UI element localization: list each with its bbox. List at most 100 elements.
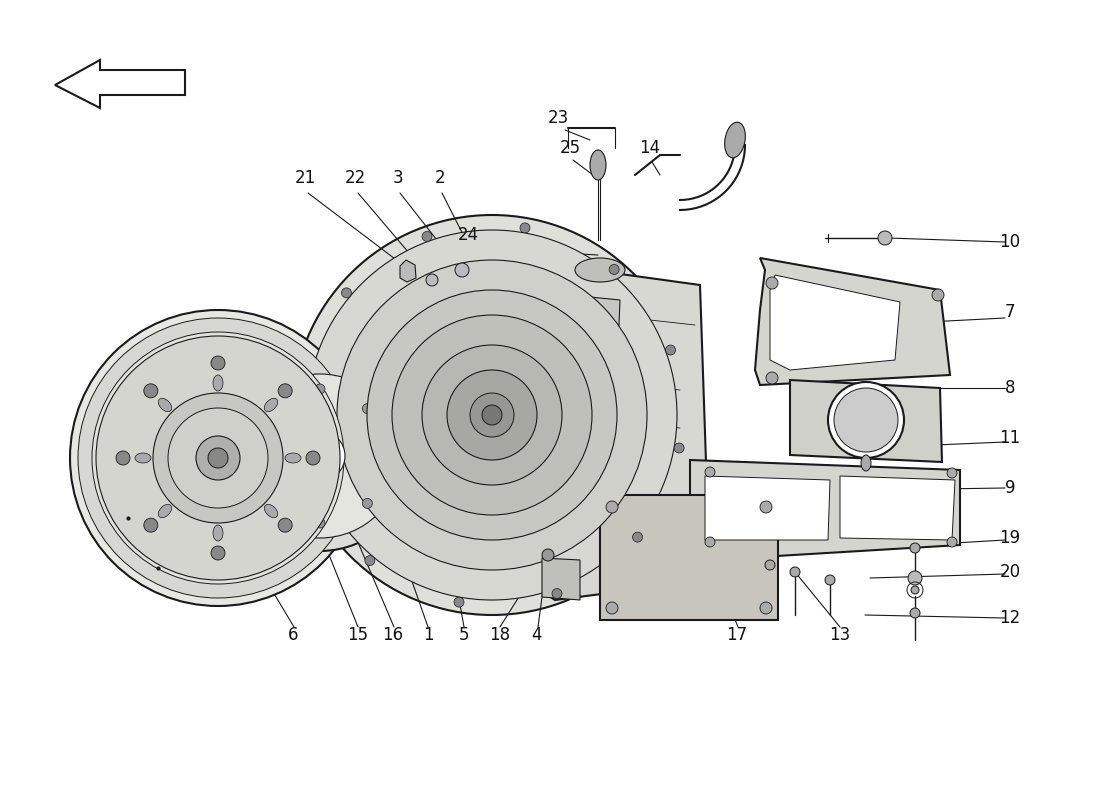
Circle shape	[455, 263, 469, 277]
Circle shape	[278, 518, 293, 532]
Text: 22: 22	[344, 169, 365, 187]
Text: 12: 12	[1000, 609, 1021, 627]
Ellipse shape	[158, 398, 172, 412]
Polygon shape	[840, 476, 955, 540]
Text: 6: 6	[288, 626, 298, 644]
Polygon shape	[400, 260, 416, 282]
Circle shape	[392, 315, 592, 515]
Circle shape	[454, 597, 464, 607]
Circle shape	[341, 288, 352, 298]
Circle shape	[362, 498, 373, 508]
Text: 11: 11	[1000, 429, 1021, 447]
Circle shape	[362, 404, 373, 414]
Ellipse shape	[861, 455, 871, 471]
Polygon shape	[755, 258, 950, 385]
Circle shape	[144, 518, 157, 532]
Circle shape	[470, 393, 514, 437]
Circle shape	[278, 384, 293, 398]
Text: 5: 5	[459, 626, 470, 644]
Circle shape	[609, 265, 619, 274]
Circle shape	[825, 575, 835, 585]
Ellipse shape	[725, 122, 746, 158]
Circle shape	[306, 451, 320, 465]
Circle shape	[315, 518, 324, 528]
Text: 13: 13	[829, 626, 850, 644]
Text: 25: 25	[560, 139, 581, 157]
Ellipse shape	[590, 150, 606, 180]
Circle shape	[482, 405, 502, 425]
Circle shape	[422, 231, 432, 242]
Text: 8: 8	[1004, 379, 1015, 397]
Text: 15: 15	[348, 626, 369, 644]
Circle shape	[300, 377, 310, 387]
Circle shape	[705, 537, 715, 547]
Circle shape	[144, 384, 157, 398]
Circle shape	[790, 567, 800, 577]
Circle shape	[520, 223, 530, 233]
Text: 1: 1	[422, 626, 433, 644]
Circle shape	[764, 560, 776, 570]
Circle shape	[947, 468, 957, 478]
Text: 20: 20	[1000, 563, 1021, 581]
Polygon shape	[705, 476, 830, 540]
Text: 21: 21	[295, 169, 316, 187]
Ellipse shape	[264, 504, 277, 518]
Circle shape	[760, 602, 772, 614]
Circle shape	[542, 549, 554, 561]
Ellipse shape	[264, 398, 277, 412]
Circle shape	[878, 231, 892, 245]
Text: 14: 14	[639, 139, 661, 157]
Ellipse shape	[135, 453, 151, 463]
Text: 23: 23	[548, 109, 569, 127]
Circle shape	[211, 546, 226, 560]
Circle shape	[606, 501, 618, 513]
Circle shape	[947, 537, 957, 547]
Circle shape	[426, 274, 438, 286]
Circle shape	[552, 589, 562, 598]
Circle shape	[295, 431, 345, 481]
Circle shape	[267, 404, 277, 414]
Circle shape	[367, 290, 617, 540]
Circle shape	[447, 370, 537, 460]
Circle shape	[606, 602, 618, 614]
Text: 19: 19	[1000, 529, 1021, 547]
Circle shape	[196, 436, 240, 480]
Text: 4: 4	[530, 626, 541, 644]
Polygon shape	[530, 265, 710, 600]
Polygon shape	[55, 60, 185, 108]
Circle shape	[766, 277, 778, 289]
Circle shape	[116, 451, 130, 465]
Polygon shape	[770, 275, 900, 370]
Circle shape	[632, 532, 642, 542]
Circle shape	[422, 345, 562, 485]
Polygon shape	[542, 558, 580, 600]
Circle shape	[211, 356, 226, 370]
Circle shape	[208, 448, 228, 468]
Text: 18: 18	[490, 626, 510, 644]
Circle shape	[248, 451, 258, 461]
Bar	[600, 495, 778, 620]
Circle shape	[70, 310, 366, 606]
Text: 24: 24	[458, 226, 478, 244]
Polygon shape	[690, 460, 960, 560]
Circle shape	[92, 332, 344, 584]
Polygon shape	[568, 295, 620, 350]
Circle shape	[766, 372, 778, 384]
Ellipse shape	[213, 525, 223, 541]
Ellipse shape	[834, 388, 898, 452]
Ellipse shape	[285, 453, 301, 463]
Circle shape	[226, 361, 415, 551]
Circle shape	[705, 467, 715, 477]
Circle shape	[908, 571, 922, 585]
Ellipse shape	[575, 258, 625, 282]
Text: 16: 16	[383, 626, 404, 644]
Circle shape	[910, 608, 920, 618]
Circle shape	[674, 443, 684, 453]
Circle shape	[760, 501, 772, 513]
Circle shape	[315, 384, 324, 394]
Circle shape	[308, 475, 319, 485]
Circle shape	[96, 336, 340, 580]
Circle shape	[932, 289, 944, 301]
Circle shape	[168, 408, 268, 508]
Circle shape	[666, 345, 675, 355]
